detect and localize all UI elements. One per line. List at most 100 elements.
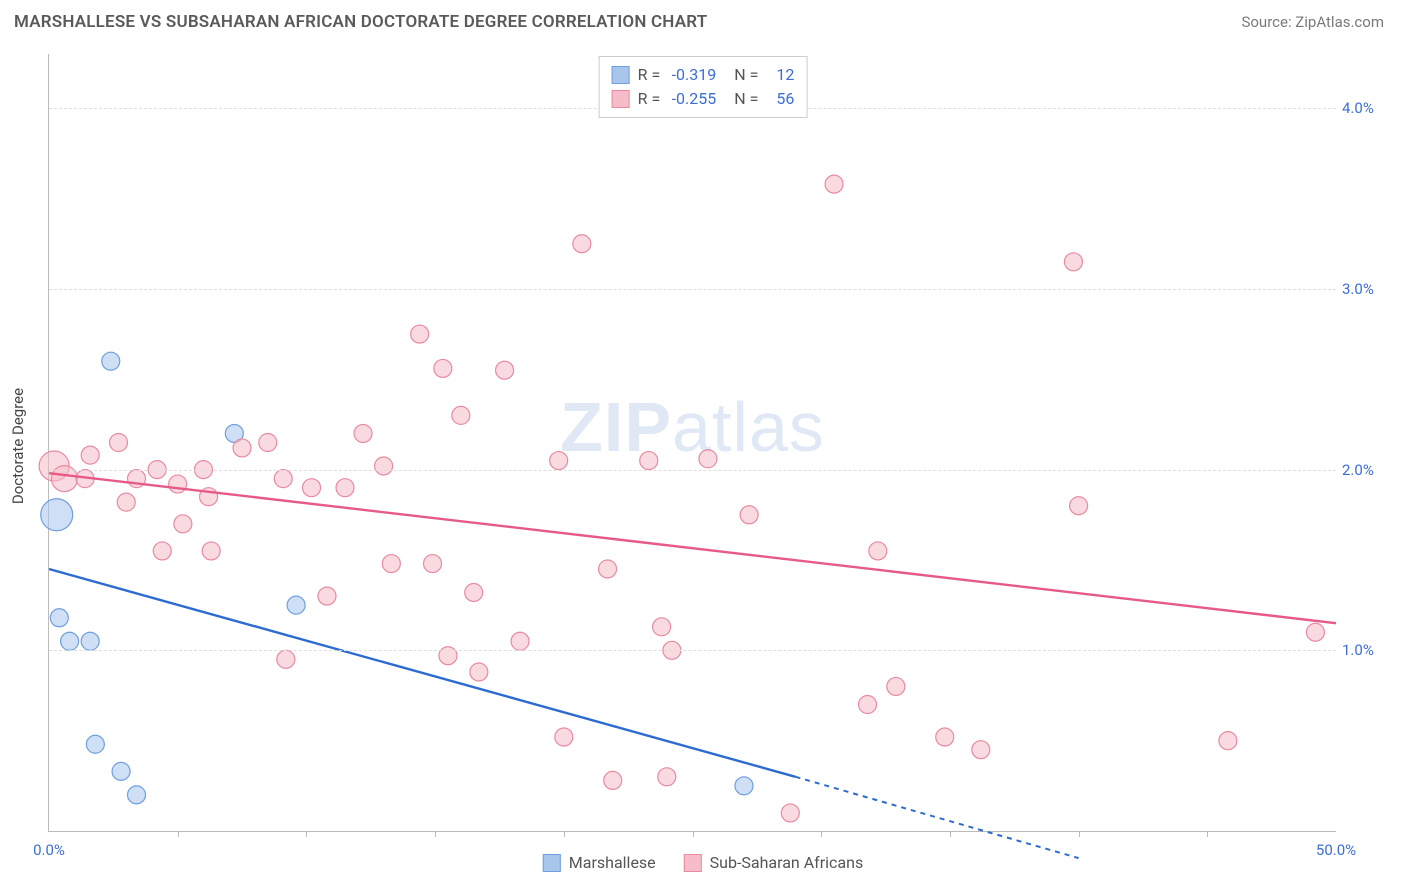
data-point: [81, 632, 99, 650]
legend-r-value: -0.319: [668, 63, 716, 87]
legend-swatch: [684, 854, 702, 872]
chart-header: MARSHALLESE VS SUBSAHARAN AFRICAN DOCTOR…: [0, 0, 1406, 38]
data-point: [41, 499, 73, 531]
data-point: [233, 439, 251, 457]
chart-plot-area: ZIPatlas 1.0%2.0%3.0%4.0%0.0%50.0%: [48, 54, 1336, 832]
x-tick-label: 50.0%: [1316, 841, 1356, 859]
data-point: [640, 452, 658, 470]
data-point: [735, 777, 753, 795]
y-axis-title: Doctorate Degree: [9, 388, 27, 504]
data-point: [354, 424, 372, 442]
data-point: [599, 560, 617, 578]
data-point: [202, 542, 220, 560]
y-tick-label: 1.0%: [1342, 641, 1390, 659]
data-point: [604, 771, 622, 789]
data-point: [102, 352, 120, 370]
data-point: [336, 479, 354, 497]
legend-item: Sub-Saharan Africans: [684, 853, 864, 872]
data-point: [740, 506, 758, 524]
data-point: [174, 515, 192, 533]
data-point: [61, 632, 79, 650]
x-tick: [693, 831, 694, 837]
y-tick-label: 2.0%: [1342, 461, 1390, 479]
data-point: [424, 555, 442, 573]
data-point: [869, 542, 887, 560]
x-tick: [306, 831, 307, 837]
legend-n-value: 12: [766, 63, 794, 87]
x-tick: [821, 831, 822, 837]
data-point: [169, 475, 187, 493]
data-point: [153, 542, 171, 560]
scatter-svg: [49, 54, 1336, 831]
legend-row: R = -0.255 N = 56: [612, 87, 795, 111]
data-point: [972, 741, 990, 759]
trend-line-dashed: [795, 777, 1078, 858]
data-point: [117, 493, 135, 511]
trend-line: [49, 473, 1336, 623]
x-tick: [950, 831, 951, 837]
legend-swatch: [612, 66, 630, 84]
data-point: [112, 762, 130, 780]
data-point: [1306, 623, 1324, 641]
x-tick: [1079, 831, 1080, 837]
legend-swatch: [543, 854, 561, 872]
legend-n-label: N =: [734, 63, 758, 87]
data-point: [825, 175, 843, 193]
data-point: [50, 609, 68, 627]
data-point: [555, 728, 573, 746]
legend-r-value: -0.255: [668, 87, 716, 111]
data-point: [259, 434, 277, 452]
data-point: [277, 650, 295, 668]
data-point: [318, 587, 336, 605]
legend-item: Marshallese: [543, 853, 656, 872]
trend-line: [49, 569, 795, 777]
legend-row: R =-0.319N =12: [612, 63, 795, 87]
data-point: [411, 325, 429, 343]
data-point: [287, 596, 305, 614]
data-point: [573, 235, 591, 253]
data-point: [1064, 253, 1082, 271]
gridline: [49, 470, 1336, 471]
legend-n-value: 56: [766, 87, 794, 111]
data-point: [303, 479, 321, 497]
data-point: [1070, 497, 1088, 515]
legend-r-label: R =: [638, 87, 661, 111]
legend-swatch: [612, 90, 630, 108]
data-point: [653, 618, 671, 636]
x-tick-label: 0.0%: [33, 841, 65, 859]
correlation-legend: R = -0.319 N = 12R = -0.255 N = 56: [599, 56, 808, 118]
data-point: [1219, 732, 1237, 750]
data-point: [470, 663, 488, 681]
data-point: [465, 583, 483, 601]
x-tick: [435, 831, 436, 837]
data-point: [128, 786, 146, 804]
gridline: [49, 650, 1336, 651]
data-point: [86, 735, 104, 753]
series-legend: Marshallese Sub-Saharan Africans: [543, 853, 863, 872]
data-point: [699, 450, 717, 468]
data-point: [859, 696, 877, 714]
y-tick-label: 4.0%: [1342, 99, 1390, 117]
data-point: [109, 434, 127, 452]
data-point: [452, 406, 470, 424]
data-point: [550, 452, 568, 470]
data-point: [496, 361, 514, 379]
data-point: [658, 768, 676, 786]
legend-n-label: N =: [734, 87, 758, 111]
x-tick: [178, 831, 179, 837]
x-tick: [1207, 831, 1208, 837]
data-point: [81, 446, 99, 464]
data-point: [781, 804, 799, 822]
legend-label: Sub-Saharan Africans: [710, 853, 864, 872]
data-point: [375, 457, 393, 475]
data-point: [511, 632, 529, 650]
data-point: [434, 359, 452, 377]
chart-source: Source: ZipAtlas.com: [1241, 13, 1384, 31]
data-point: [936, 728, 954, 746]
data-point: [382, 555, 400, 573]
x-tick: [564, 831, 565, 837]
gridline: [49, 289, 1336, 290]
chart-title: MARSHALLESE VS SUBSAHARAN AFRICAN DOCTOR…: [14, 12, 707, 32]
data-point: [274, 470, 292, 488]
legend-label: Marshallese: [569, 853, 656, 872]
